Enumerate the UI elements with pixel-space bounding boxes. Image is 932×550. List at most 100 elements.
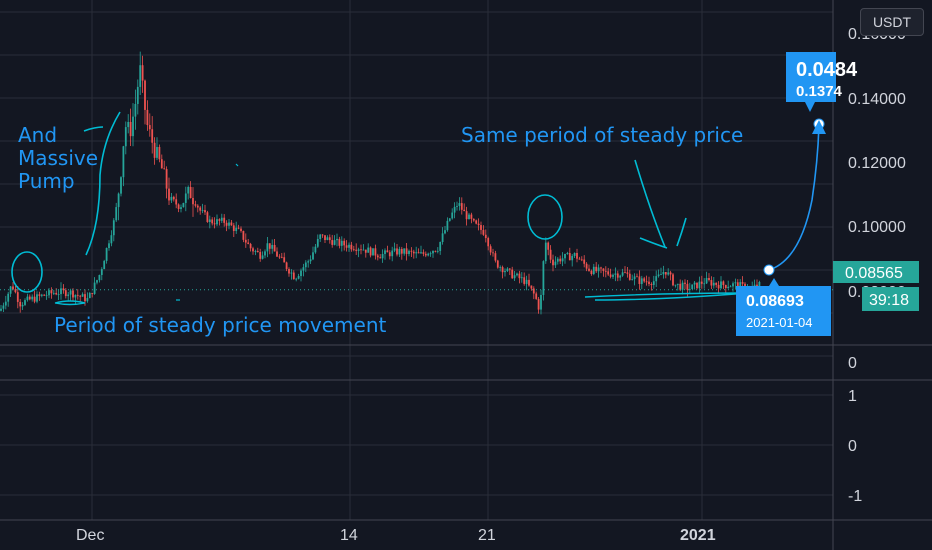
candle-body [201, 210, 204, 211]
candle-body [19, 301, 22, 307]
candle-body [194, 204, 197, 206]
candle-body [62, 288, 65, 291]
candle-body [530, 285, 533, 289]
candle-body [84, 294, 86, 302]
candle-body [336, 238, 338, 241]
candle-body [290, 272, 293, 274]
candle-body [400, 248, 403, 254]
candle-body [208, 219, 211, 222]
candle-body [525, 279, 528, 284]
projection-tag[interactable]: 0.0484 0.1374 [786, 52, 858, 112]
indicator-tick-label: -1 [848, 488, 862, 505]
circle-drawing-mid [527, 194, 563, 240]
projection-start-point [763, 264, 775, 276]
candle-body [127, 121, 130, 128]
candle-body [100, 269, 103, 275]
candle-body [88, 293, 91, 299]
candle-body [518, 273, 521, 279]
candle-body [520, 277, 523, 279]
candle-body [156, 147, 158, 158]
candle-body [333, 240, 336, 245]
candle-body [139, 65, 142, 87]
candle-body [230, 222, 233, 226]
candle-body [2, 305, 5, 309]
candle-body [424, 253, 427, 256]
candle-body [180, 207, 182, 209]
candle-body [523, 277, 526, 284]
candle-body [348, 244, 350, 248]
candle-body [753, 284, 756, 287]
candle-body [420, 252, 422, 254]
candle-body [48, 290, 50, 296]
candle-body [556, 258, 559, 262]
candle-body [292, 272, 295, 280]
candle-body [453, 206, 456, 213]
candle-body [499, 267, 502, 268]
annotation-steady-right: Same period of steady price [461, 123, 743, 147]
candle-body [703, 283, 706, 285]
annotation-and: And [18, 123, 57, 147]
candle-body [28, 296, 31, 300]
candle-body [352, 249, 355, 251]
candle-body [91, 293, 94, 294]
candle-body [192, 198, 194, 205]
candle-body [410, 250, 413, 252]
candle-body [172, 196, 175, 200]
candle-body [475, 220, 478, 224]
candle-body [710, 280, 713, 286]
candle-body [362, 249, 365, 251]
candle-body [9, 286, 12, 294]
candle-body [501, 267, 504, 273]
candle-body [153, 142, 156, 158]
candle-body [38, 294, 41, 296]
candle-body [684, 282, 686, 284]
candle-body [566, 252, 569, 254]
candle-body [583, 259, 586, 264]
candle-body [496, 260, 499, 268]
candle-body [163, 168, 166, 170]
indicator-tick-label: 0 [848, 355, 857, 372]
point-tag[interactable]: 0.08693 2021-01-04 [736, 278, 831, 336]
projection-arrowhead [812, 120, 826, 134]
candle-body [304, 262, 307, 268]
candle-body [357, 249, 360, 251]
candle-body [602, 268, 605, 271]
candle-body [535, 293, 538, 299]
candle-body [309, 259, 312, 262]
candle-body [398, 248, 401, 255]
candle-body [444, 230, 446, 234]
candle-body [160, 159, 163, 169]
candle-body [98, 274, 101, 281]
candle-body [655, 276, 658, 282]
candle-body [489, 246, 492, 253]
candle-body [460, 203, 463, 210]
candle-body [240, 228, 242, 231]
candle-body [225, 222, 228, 226]
candle-body [4, 301, 7, 306]
candle-body [76, 294, 79, 296]
projection-change: 0.1374 [796, 83, 843, 100]
candle-body [93, 282, 96, 294]
candle-body [247, 242, 250, 244]
candle-body [249, 243, 252, 249]
candle-body [103, 260, 106, 270]
candle-body [264, 251, 266, 256]
currency-button[interactable]: USDT [860, 8, 924, 36]
candle-body [232, 225, 235, 231]
candle-body [458, 203, 461, 206]
candle-body [732, 283, 734, 287]
candle-body [405, 248, 408, 255]
candle-body [26, 296, 29, 301]
candle-body [67, 294, 70, 297]
candle-body [693, 282, 696, 285]
candle-body [261, 255, 264, 259]
candle-body [57, 294, 60, 295]
candle-body [302, 267, 305, 271]
user-drawings [11, 111, 826, 306]
candle-body [244, 239, 247, 243]
candle-body [45, 295, 48, 297]
candle-body [108, 243, 110, 249]
candle-body [715, 282, 718, 285]
candle-body [331, 240, 334, 245]
